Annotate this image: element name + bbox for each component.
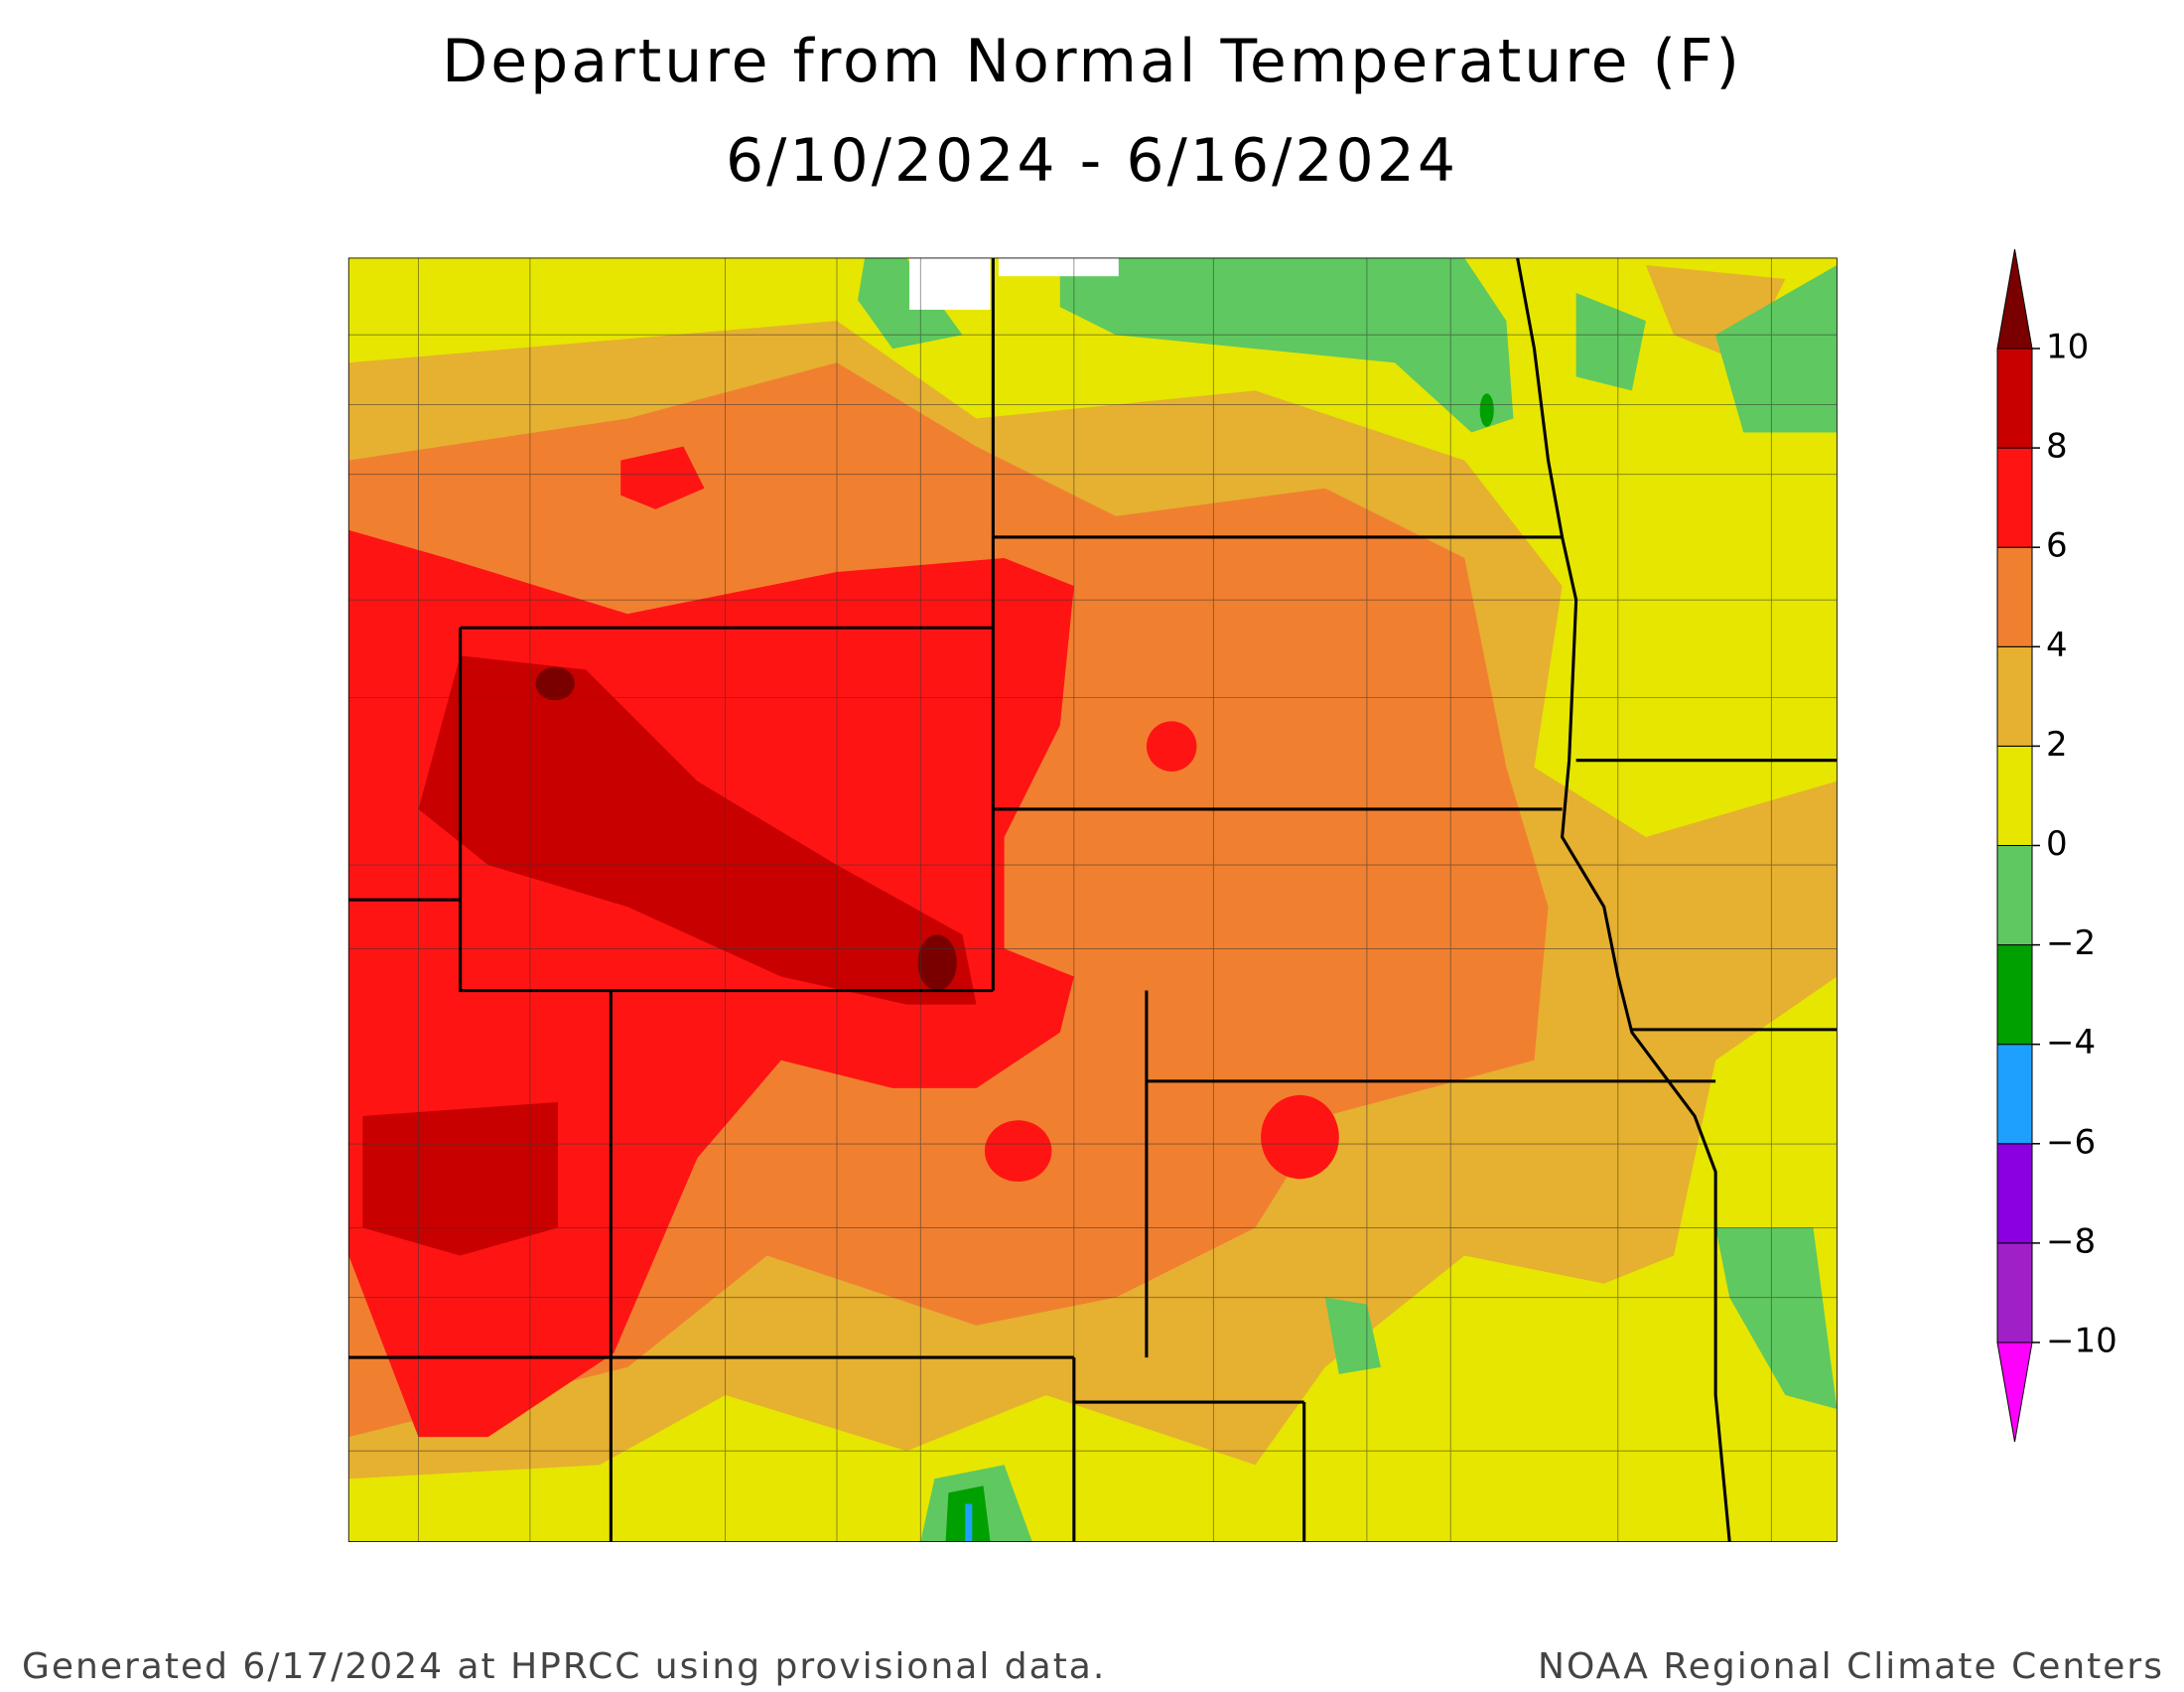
region-minus2-0 — [1059, 257, 1514, 433]
region-6-8 — [1261, 1094, 1339, 1180]
region-minus2-0 — [1715, 1227, 1838, 1410]
colorbar-tick-label: 4 — [2046, 626, 2068, 665]
subtitle: 6/10/2024 - 6/16/2024 — [726, 126, 1458, 196]
colorbar-bin — [1996, 845, 2033, 946]
colorbar-arrow-low — [1996, 1341, 2033, 1443]
colorbar-tick-label: −10 — [2046, 1322, 2117, 1361]
no-data — [909, 257, 991, 310]
region-above-10 — [917, 934, 957, 991]
region-8-10 — [362, 1101, 558, 1256]
region-above-10 — [535, 666, 575, 701]
region-minus2-0 — [1715, 264, 1838, 433]
colorbar-bin — [1996, 1143, 2033, 1244]
region-6-8 — [1146, 721, 1197, 772]
colorbar-bin — [1996, 944, 2033, 1046]
colorbar-tick-label: −6 — [2046, 1122, 2096, 1162]
colorbar-tick-label: 10 — [2046, 328, 2089, 367]
colorbar-tick-label: −8 — [2046, 1221, 2096, 1261]
map-frame — [347, 257, 1838, 1542]
colorbar: −10 −8 −6 −4 −2 0 2 4 6 8 10 — [1996, 248, 2117, 1443]
colorbar-tick-label: 0 — [2046, 824, 2068, 864]
colorbar-tick-label: −2 — [2046, 923, 2096, 963]
colorbar-arrow-high — [1996, 248, 2033, 350]
region-6-8 — [984, 1120, 1052, 1183]
title: Departure from Normal Temperature (F) — [442, 27, 1742, 96]
region-minus6-minus4 — [965, 1503, 973, 1542]
colorbar-bin — [1996, 645, 2033, 747]
footer-right: NOAA Regional Climate Centers — [1538, 1646, 2164, 1687]
no-data — [998, 257, 1119, 277]
colorbar-tick-label: −4 — [2046, 1023, 2096, 1062]
region-6-8 — [620, 446, 705, 509]
colorbar-bin — [1996, 1242, 2033, 1343]
colorbar-tick-label: 6 — [2046, 526, 2068, 566]
state-borders — [348, 257, 1838, 1542]
temperature-map — [347, 257, 1838, 1542]
colorbar-tick-label: 8 — [2046, 427, 2068, 467]
colorbar-bin — [1996, 546, 2033, 647]
colorbar-bin — [1996, 745, 2033, 847]
region-minus2-0 — [1575, 293, 1646, 391]
colorbar-bin — [1996, 348, 2033, 449]
colorbar-tick-label: 2 — [2046, 725, 2068, 765]
county-lines — [348, 257, 1838, 1542]
river-border — [1516, 257, 1731, 1542]
colorbar-bin — [1996, 1044, 2033, 1145]
footer-left: Generated 6/17/2024 at HPRCC using provi… — [22, 1646, 1106, 1687]
region-minus4-minus2 — [1479, 393, 1494, 427]
colorbar-bin — [1996, 447, 2033, 548]
